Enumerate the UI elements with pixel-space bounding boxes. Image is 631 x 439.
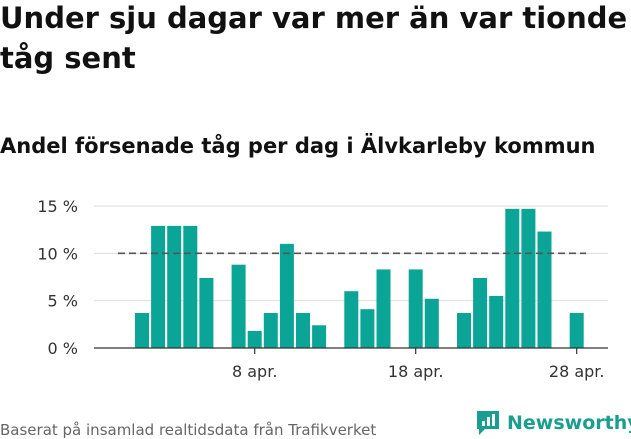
y-tick-label: 15 % (37, 197, 78, 216)
bars (135, 208, 584, 348)
bar (376, 269, 391, 348)
bar (231, 264, 246, 348)
x-tick-label: 28 apr. (549, 362, 605, 381)
x-tick-label: 18 apr. (388, 362, 444, 381)
bar (424, 298, 439, 348)
chart-title: Under sju dagar var mer än var tionde tå… (0, 1, 628, 75)
bar (505, 208, 520, 348)
bar (457, 312, 471, 348)
y-tick-label: 10 % (37, 244, 78, 263)
bar (344, 291, 359, 348)
y-axis-ticks: 0 % 5 % 10 % 15 % (37, 197, 78, 358)
bar (521, 208, 536, 348)
bar (312, 325, 327, 348)
chart-subtitle: Andel försenade tåg per dag i Älvkarleby… (0, 134, 596, 158)
bar (489, 295, 504, 348)
bar (408, 269, 423, 348)
bar (279, 243, 294, 348)
bar (167, 225, 182, 348)
bar (263, 312, 278, 348)
bar (199, 277, 214, 348)
bar (296, 312, 310, 348)
source-note: Baserat på insamlad realtidsdata från Tr… (0, 421, 377, 439)
bar (135, 312, 149, 348)
y-tick-label: 0 % (48, 339, 78, 358)
x-tick-label: 8 apr. (232, 362, 277, 381)
bar (247, 330, 262, 348)
chart-logo-icon (477, 411, 499, 435)
bar (537, 231, 552, 348)
x-axis-ticks: 8 apr. 18 apr. 28 apr. (94, 347, 608, 381)
bar (473, 277, 488, 348)
brand-logo: Newsworthy (475, 407, 631, 439)
brand-name: Newsworthy (507, 412, 631, 434)
bar (360, 309, 375, 348)
bar (569, 312, 584, 348)
y-tick-label: 5 % (48, 292, 78, 311)
bar (151, 225, 166, 348)
bar (183, 225, 198, 348)
bar-chart: 0 % 5 % 10 % 15 % 8 apr. 18 apr. 28 apr. (37, 197, 608, 381)
